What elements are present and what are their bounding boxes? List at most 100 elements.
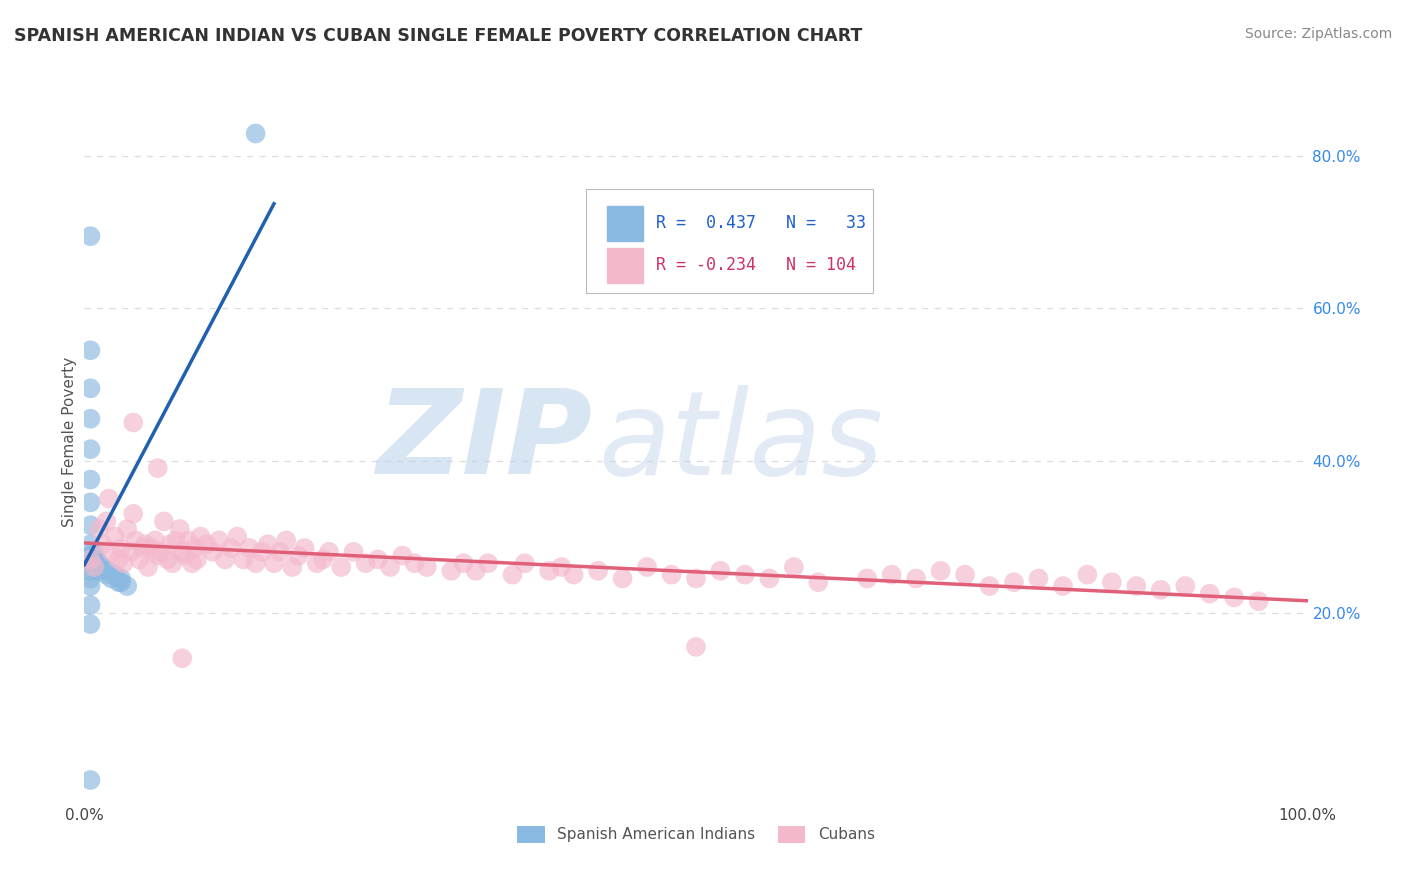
Point [1002, 575, 1025, 590]
Point [219, 541, 242, 555]
Point [110, 571, 132, 585]
Bar [606, 248, 644, 283]
Bar [606, 206, 644, 241]
Point [562, 567, 585, 582]
Point [453, 556, 475, 570]
Point [269, 545, 291, 559]
Point [91, 537, 114, 551]
Point [125, 533, 148, 548]
Point [79, 381, 101, 395]
FancyBboxPatch shape [586, 189, 873, 293]
Point [783, 560, 806, 574]
Point [232, 552, 254, 566]
Text: atlas: atlas [598, 384, 883, 499]
Point [612, 571, 634, 585]
Point [953, 567, 976, 582]
Point [342, 545, 364, 559]
Point [709, 564, 731, 578]
Point [79, 564, 101, 578]
Point [86, 552, 108, 566]
Point [276, 533, 298, 548]
Point [100, 545, 122, 559]
Point [538, 564, 561, 578]
Point [100, 571, 122, 585]
Point [685, 640, 707, 654]
Point [165, 533, 187, 548]
Point [156, 552, 179, 566]
Point [87, 564, 110, 578]
Point [245, 127, 267, 141]
Legend: Spanish American Indians, Cubans: Spanish American Indians, Cubans [512, 820, 880, 849]
Point [380, 560, 402, 574]
Point [880, 567, 903, 582]
Point [257, 537, 280, 551]
Point [136, 560, 159, 574]
Point [636, 560, 658, 574]
Point [190, 530, 212, 544]
Text: R = -0.234   N = 104: R = -0.234 N = 104 [655, 256, 856, 274]
Point [79, 537, 101, 551]
Point [856, 571, 879, 585]
Point [107, 552, 129, 566]
Text: ZIP: ZIP [375, 384, 592, 499]
Point [107, 575, 129, 590]
Point [79, 598, 101, 612]
Point [122, 507, 145, 521]
Point [245, 556, 267, 570]
Point [208, 533, 231, 548]
Point [312, 552, 335, 566]
Point [238, 541, 260, 555]
Point [146, 549, 169, 563]
Point [586, 564, 609, 578]
Point [79, 473, 101, 487]
Point [87, 556, 110, 570]
Point [146, 461, 169, 475]
Point [96, 515, 118, 529]
Point [83, 552, 105, 566]
Point [83, 560, 105, 574]
Point [128, 552, 150, 566]
Point [294, 541, 316, 555]
Point [91, 560, 114, 574]
Point [97, 564, 120, 578]
Point [135, 537, 157, 551]
Point [79, 442, 101, 457]
Point [112, 556, 135, 570]
Point [318, 545, 340, 559]
Point [122, 416, 145, 430]
Point [1052, 579, 1074, 593]
Point [79, 343, 101, 358]
Point [1247, 594, 1270, 608]
Point [153, 515, 176, 529]
Point [181, 556, 204, 570]
Point [734, 567, 756, 582]
Point [1076, 567, 1098, 582]
Y-axis label: Single Female Poverty: Single Female Poverty [62, 357, 77, 526]
Point [201, 545, 224, 559]
Text: SPANISH AMERICAN INDIAN VS CUBAN SINGLE FEMALE POVERTY CORRELATION CHART: SPANISH AMERICAN INDIAN VS CUBAN SINGLE … [14, 27, 862, 45]
Text: Source: ZipAtlas.com: Source: ZipAtlas.com [1244, 27, 1392, 41]
Point [97, 491, 120, 506]
Point [115, 579, 138, 593]
Point [79, 549, 101, 563]
Point [1198, 587, 1220, 601]
Point [287, 549, 309, 563]
Point [661, 567, 683, 582]
Point [159, 537, 181, 551]
Point [110, 575, 132, 590]
Point [1028, 571, 1050, 585]
Point [195, 537, 218, 551]
Point [685, 571, 707, 585]
Point [141, 541, 163, 555]
Point [169, 522, 191, 536]
Point [79, 518, 101, 533]
Point [929, 564, 952, 578]
Point [120, 545, 142, 559]
Point [281, 560, 304, 574]
Point [183, 541, 205, 555]
Point [1174, 579, 1197, 593]
Point [330, 560, 353, 574]
Point [104, 530, 127, 544]
Point [367, 552, 389, 566]
Point [214, 552, 236, 566]
